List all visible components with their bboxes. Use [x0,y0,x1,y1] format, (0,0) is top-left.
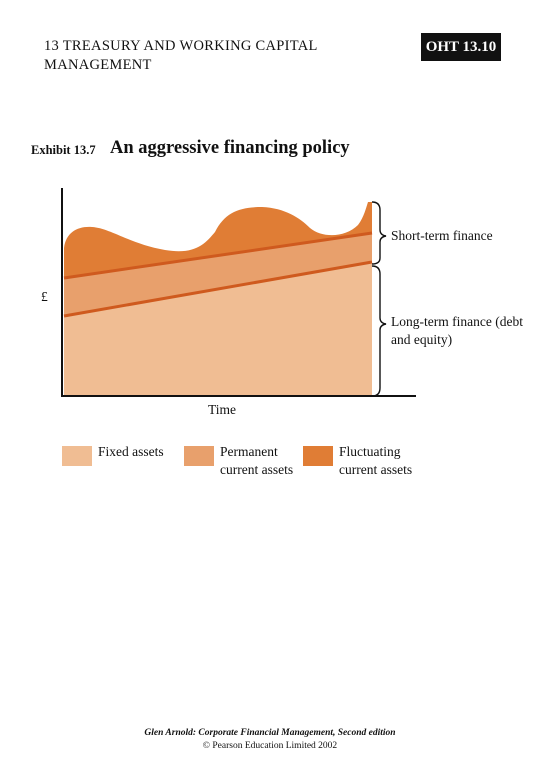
short-term-bracket [371,201,387,265]
legend-swatch-permanent-current-assets [184,446,214,466]
legend-label-fixed-assets: Fixed assets [98,444,164,459]
fixed-assets-area [64,262,372,395]
fixed-assets-trend-line [63,260,373,318]
exhibit-title: An aggressive financing policy [110,138,350,158]
long-term-finance-label: Long-term finance (debt and equity) [391,314,523,347]
footer: Glen Arnold: Corporate Financial Managem… [0,727,540,753]
footer-source: Glen Arnold: Corporate Financial Managem… [144,728,396,738]
slide-id-badge: OHT 13.10 [421,33,501,61]
legend-label-permanent-current-assets: Permanent current assets [220,444,294,477]
x-axis-label: Time [208,402,237,417]
exhibit-label: Exhibit 13.7 [31,143,96,157]
legend-swatch-fluctuating-current-assets [303,446,333,466]
footer-copyright: © Pearson Education Limited 2002 [202,741,338,751]
long-term-bracket [371,265,387,397]
chapter-title: 13 TREASURY AND WORKING CAPITAL MANAGEME… [44,38,318,73]
legend-label-fluctuating-current-assets: Fluctuating current assets [339,444,413,477]
short-term-finance-label: Short-term finance [391,228,493,243]
legend-swatch-fixed-assets [62,446,92,466]
permanent-assets-trend-line [63,231,373,280]
y-axis-label: £ [41,289,48,304]
